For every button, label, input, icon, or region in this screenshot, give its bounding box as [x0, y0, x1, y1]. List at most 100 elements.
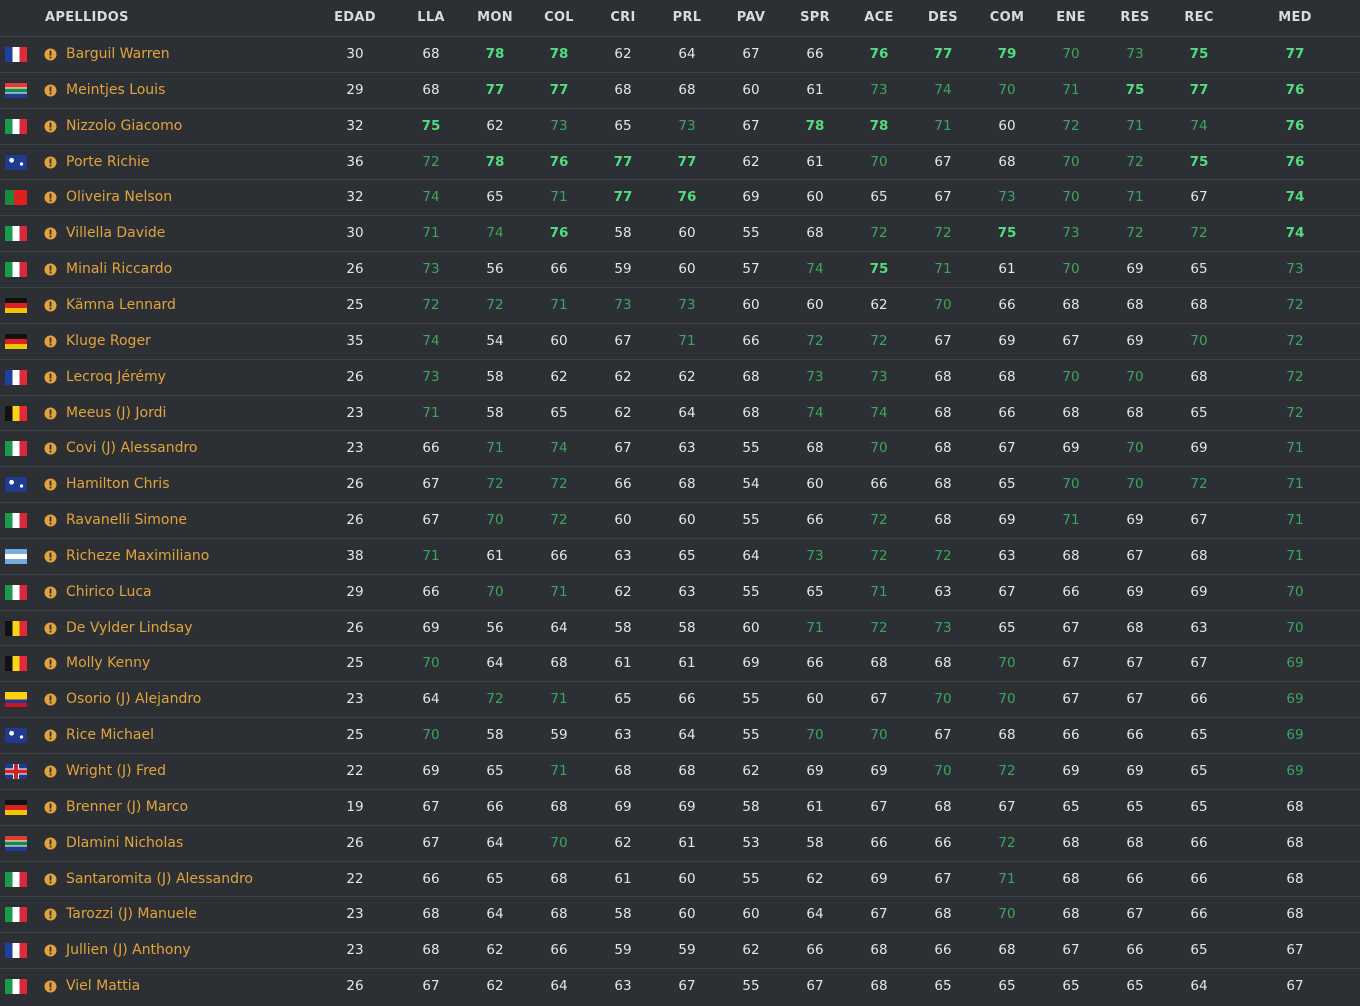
column-header[interactable]: LLA	[417, 10, 445, 25]
table-row[interactable]: Kluge Roger 35 74 54 60 67 71 66 72 72 67 69 67 69 70 7…	[0, 322, 1360, 359]
column-header[interactable]: CRI	[610, 10, 636, 25]
rider-name[interactable]: Kämna Lennard	[66, 296, 176, 313]
rider-name[interactable]: Dlamini Nicholas	[66, 834, 184, 851]
stat-cell: 67	[614, 332, 632, 349]
rider-name[interactable]: Tarozzi (J) Manuele	[66, 906, 197, 923]
column-header[interactable]: EDAD	[334, 10, 376, 25]
stat-cell: 76	[549, 153, 569, 170]
rider-name[interactable]: Covi (J) Alessandro	[66, 440, 198, 457]
stat-cell: 67	[934, 870, 952, 887]
column-header[interactable]: PAV	[736, 10, 766, 25]
table-row[interactable]: Wright (J) Fred 22 69 65 71 68 68 62 69 69 70 72 69 6…	[0, 753, 1360, 789]
rider-name[interactable]: Villella Davide	[66, 225, 166, 242]
table-row[interactable]: Hamilton Chris 26 67 72 72 66 68 54 60 66 68 65 70 70…	[0, 466, 1360, 502]
rider-name[interactable]: Meintjes Louis	[66, 81, 166, 98]
stat-cell: 26	[346, 261, 364, 278]
table-row[interactable]: Kämna Lennard 25 72 72 71 73 73 60 60 62 70 66 68 68 6…	[0, 286, 1360, 323]
table-row[interactable]: Viel Mattia 26 67 62 64 63 67 55 67 68 65 65 65 65 64 6…	[0, 968, 1360, 1004]
table-row[interactable]: Nizzolo Giacomo 32 75 62 73 65 73 67 78 78 71 60 72 7…	[0, 107, 1360, 144]
table-row[interactable]: Molly Kenny 25 70 64 68 61 61 69 66 68 68 70 67 67 67 6…	[0, 645, 1360, 681]
stat-cell: 69	[870, 763, 888, 779]
column-header[interactable]: PRL	[672, 10, 702, 25]
table-row[interactable]: Covi (J) Alessandro 23 66 71 74 67 63 55 68 70 68 6…	[0, 430, 1360, 466]
rider-name[interactable]: De Vylder Lindsay	[66, 619, 193, 636]
table-row[interactable]: Meeus (J) Jordi 23 71 58 65 62 64 68 74 74 68 66 68 6…	[0, 394, 1360, 431]
column-header[interactable]: COL	[544, 10, 574, 25]
column-header[interactable]: MON	[477, 10, 513, 25]
rider-name[interactable]: Viel Mattia	[66, 978, 141, 995]
table-row[interactable]: Jullien (J) Anthony 23 68 62 66 59 59 62 66 68 66 6…	[0, 932, 1360, 968]
rider-name[interactable]: Rice Michael	[66, 727, 154, 744]
rider-name[interactable]: Lecroq Jérémy	[66, 368, 166, 385]
stat-cell: 67	[870, 691, 888, 708]
rider-name[interactable]: Meeus (J) Jordi	[66, 404, 167, 421]
rider-name[interactable]: Richeze Maximiliano	[66, 547, 210, 564]
stat-cell: 66	[806, 512, 824, 529]
table-row[interactable]: De Vylder Lindsay 26 69 56 64 58 58 60 71 72 73 65 6…	[0, 609, 1360, 646]
table-row[interactable]: Brenner (J) Marco 19 67 66 68 69 69 58 61 67 68 67 6…	[0, 788, 1360, 825]
rider-name[interactable]: Oliveira Nelson	[66, 189, 173, 206]
stat-cell: 35	[346, 332, 364, 349]
stat-cell: 66	[870, 476, 888, 493]
table-row[interactable]: Chirico Luca 29 66 70 71 62 63 55 65 71 63 67 66 69 69…	[0, 573, 1360, 610]
rider-name[interactable]: Jullien (J) Anthony	[66, 942, 191, 959]
rider-name[interactable]: Kluge Roger	[66, 332, 151, 349]
stat-cell: 68	[550, 798, 568, 815]
rider-name[interactable]: Brenner (J) Marco	[66, 798, 189, 815]
rider-name[interactable]: Nizzolo Giacomo	[66, 117, 183, 134]
stat-cell: 32	[346, 117, 364, 134]
column-header[interactable]: ACE	[864, 10, 894, 25]
rider-name[interactable]: Osorio (J) Alejandro	[66, 691, 202, 708]
table-row[interactable]: Villella Davide 30 71 74 76 58 60 55 68 72 72 75 73 7…	[0, 215, 1360, 251]
rider-name[interactable]: Santaromita (J) Alessandro	[66, 870, 253, 887]
stat-cell: 26	[346, 834, 364, 851]
stat-cell: 68	[614, 81, 632, 98]
warning-icon	[44, 191, 57, 204]
column-header[interactable]: SPR	[800, 10, 830, 25]
table-row[interactable]: Tarozzi (J) Manuele 23 68 64 68 58 60 60 64 67 68 7…	[0, 896, 1360, 932]
column-header[interactable]: MED	[1278, 10, 1312, 25]
column-header[interactable]: ENE	[1056, 10, 1086, 25]
stat-cell: 66	[678, 691, 696, 708]
flag	[5, 979, 27, 995]
stat-cell: 77	[1189, 81, 1209, 98]
table-row[interactable]: Dlamini Nicholas 26 67 64 70 62 61 53 58 66 66 72 68…	[0, 824, 1360, 861]
column-header[interactable]: REC	[1184, 10, 1214, 25]
rider-name[interactable]: Wright (J) Fred	[66, 763, 167, 779]
rider-name[interactable]: Porte Richie	[66, 153, 150, 170]
column-header[interactable]: APELLIDOS	[45, 10, 129, 25]
stat-cell: 66	[806, 655, 824, 672]
stat-cell: 58	[742, 798, 760, 815]
table-row[interactable]: Barguil Warren 30 68 78 78 62 64 67 66 76 77 79 70 73…	[0, 36, 1360, 72]
stat-cell: 64	[422, 691, 440, 708]
table-row[interactable]: Meintjes Louis 29 68 77 77 68 68 60 61 73 74 70 71 75…	[0, 71, 1360, 108]
warning-icon	[44, 693, 57, 706]
rider-name[interactable]: Hamilton Chris	[66, 476, 170, 493]
stat-cell: 67	[998, 798, 1016, 815]
rider-name[interactable]: Minali Riccardo	[66, 261, 173, 278]
column-header[interactable]: COM	[989, 10, 1025, 25]
rider-name[interactable]: Chirico Luca	[66, 583, 152, 600]
table-row[interactable]: Ravanelli Simone 26 67 70 72 60 60 55 66 72 68 69 71…	[0, 502, 1360, 538]
rider-name[interactable]: Ravanelli Simone	[66, 512, 187, 529]
table-row[interactable]: Richeze Maximiliano 38 71 61 66 63 65 64 73 72 72 6…	[0, 537, 1360, 574]
column-header[interactable]: RES	[1120, 10, 1150, 25]
stat-cell: 66	[550, 261, 568, 278]
stat-cell: 25	[346, 727, 364, 744]
rider-name[interactable]: Barguil Warren	[66, 46, 170, 62]
stat-cell: 71	[550, 189, 568, 206]
column-header[interactable]: DES	[928, 10, 958, 25]
stat-cell: 72	[870, 225, 888, 242]
table-row[interactable]: Porte Richie 36 72 78 76 77 77 62 61 70 67 68 70 72 75…	[0, 143, 1360, 180]
table-row[interactable]: Oliveira Nelson 32 74 65 71 77 76 69 60 65 67 73 70 7…	[0, 179, 1360, 215]
table-row[interactable]: Osorio (J) Alejandro 23 64 72 71 65 66 55 60 67 70…	[0, 681, 1360, 717]
table-row[interactable]: Minali Riccardo 26 73 56 66 59 60 57 74 75 71 61 70 6…	[0, 251, 1360, 287]
table-row[interactable]: Lecroq Jérémy 26 73 58 62 62 62 68 73 73 68 68 70 70 6…	[0, 358, 1360, 395]
stat-cell: 68	[934, 440, 952, 457]
stat-cell: 64	[678, 727, 696, 744]
stat-cell: 62	[614, 583, 632, 600]
rider-name[interactable]: Molly Kenny	[66, 655, 151, 672]
stat-cell: 68	[998, 153, 1016, 170]
table-row[interactable]: Rice Michael 25 70 58 59 63 64 55 70 70 67 68 66 66 65…	[0, 717, 1360, 753]
table-row[interactable]: Santaromita (J) Alessandro 22 66 65 68 61 60 55…	[0, 860, 1360, 897]
